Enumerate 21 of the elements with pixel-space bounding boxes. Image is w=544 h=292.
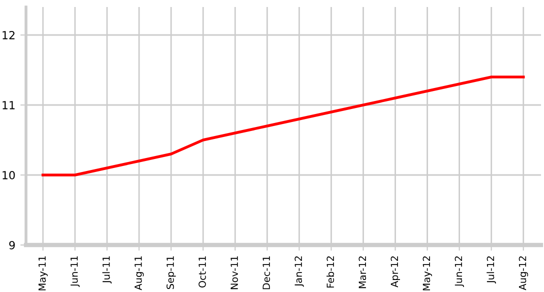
y-tick-label: 10 — [2, 170, 15, 180]
x-tick-label: May-12 — [422, 256, 432, 290]
x-tick-label: Sep-11 — [166, 256, 176, 289]
x-tick-label: Dec-11 — [262, 256, 270, 290]
x-tick-label: Jul-11 — [102, 256, 112, 284]
x-tick-label: Jan-12 — [294, 256, 304, 287]
x-tick-label: Oct-11 — [198, 256, 206, 288]
x-tick-label: Aug-11 — [134, 256, 144, 290]
x-tick-label: Jun-12 — [454, 256, 464, 287]
x-tick-label: Mar-12 — [358, 256, 366, 288]
x-tick-label: Feb-12 — [326, 256, 334, 288]
x-tick-label: Apr-12 — [390, 256, 400, 288]
x-tick-label: Jun-11 — [70, 256, 80, 287]
line-series — [42, 76, 525, 176]
x-tick-label: Jul-12 — [486, 256, 496, 284]
x-tick-label: May-11 — [38, 256, 48, 290]
y-tick-label: 9 — [9, 240, 15, 250]
x-tick-label: Nov-11 — [230, 256, 238, 290]
x-tick-label: Aug-12 — [518, 256, 528, 290]
y-tick-label: 11 — [2, 101, 15, 110]
y-tick-label: 12 — [2, 30, 14, 40]
